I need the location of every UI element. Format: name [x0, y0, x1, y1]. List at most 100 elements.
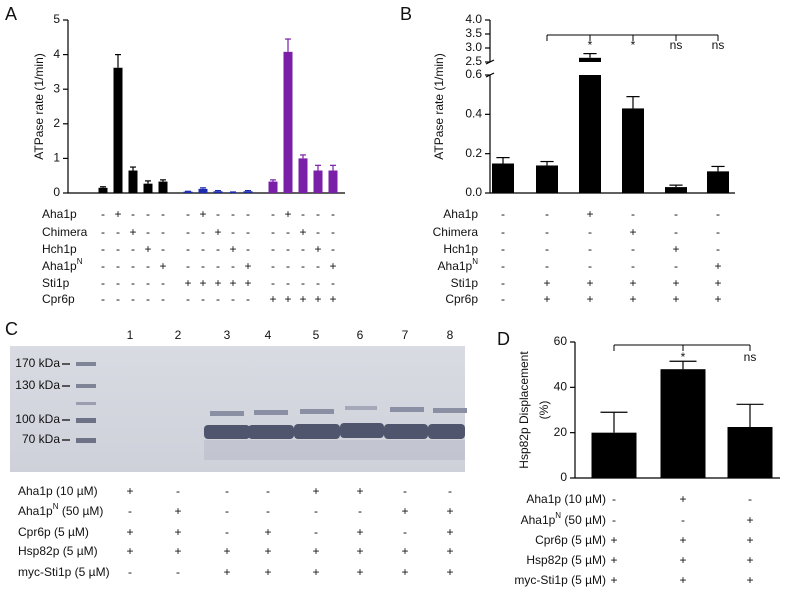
condition-mark: +	[299, 225, 306, 239]
condition-mark: -	[716, 242, 720, 256]
condition-mark: +	[401, 565, 408, 579]
condition-mark: -	[271, 276, 275, 290]
condition-mark: -	[186, 259, 190, 273]
condition-label: myc-Sti1p (5 µM)	[514, 573, 606, 587]
condition-mark: -	[161, 292, 165, 306]
significance: ns	[712, 38, 725, 52]
condition-mark: -	[545, 225, 549, 239]
bar	[622, 108, 644, 193]
condition-mark: -	[266, 504, 270, 518]
condition-name: Cpr6p (5 µM)	[535, 533, 606, 547]
condition-mark: -	[331, 276, 335, 290]
panel-letter: D	[497, 329, 510, 349]
y-tick-label: 2.5	[465, 54, 482, 68]
condition-mark: -	[161, 207, 165, 221]
marker-label: 70 kDa	[22, 432, 60, 446]
condition-mark: -	[588, 259, 592, 273]
condition-mark: -	[101, 276, 105, 290]
condition-mark: -	[286, 242, 290, 256]
condition-mark: +	[401, 544, 408, 558]
condition-mark: -	[286, 276, 290, 290]
bar-upper	[579, 57, 601, 62]
significance: *	[631, 38, 636, 52]
condition-mark: -	[748, 492, 752, 506]
condition-mark: +	[714, 276, 721, 290]
condition-mark: +	[629, 292, 636, 306]
condition-mark: -	[588, 225, 592, 239]
condition-mark: -	[201, 225, 205, 239]
condition-label: Chimera	[42, 225, 88, 239]
condition-mark: -	[501, 207, 505, 221]
bar	[183, 191, 193, 193]
lane-number: 5	[313, 328, 320, 342]
condition-mark: -	[186, 225, 190, 239]
condition-mark: -	[545, 242, 549, 256]
condition-mark: +	[174, 544, 181, 558]
condition-name: Hsp82p (5 µM)	[526, 553, 606, 567]
condition-mark: +	[714, 292, 721, 306]
condition-mark: +	[312, 484, 319, 498]
bar	[313, 170, 323, 193]
condition-mark: -	[216, 207, 220, 221]
bar	[283, 51, 293, 193]
lane-number: 7	[402, 328, 409, 342]
condition-mark: -	[716, 225, 720, 239]
condition-label: Sti1p	[42, 276, 70, 290]
condition-mark: -	[246, 242, 250, 256]
condition-label: Hsp82p (5 µM)	[526, 553, 606, 567]
condition-mark: -	[674, 207, 678, 221]
condition-mark: +	[299, 292, 306, 306]
condition-mark: +	[214, 276, 221, 290]
bar	[143, 183, 153, 193]
condition-mark: -	[301, 242, 305, 256]
condition-name: Aha1p	[521, 513, 556, 527]
condition-mark: -	[231, 259, 235, 273]
condition-mark: -	[101, 242, 105, 256]
y-axis-title: Hsp82p Displacement	[517, 351, 531, 469]
condition-name: myc-Sti1p (5 µM)	[514, 573, 606, 587]
condition-mark: -	[225, 504, 229, 518]
y-tick-label: 40	[554, 380, 568, 394]
bar	[536, 165, 558, 193]
condition-name: Aha1p	[42, 259, 77, 273]
condition-mark: +	[610, 533, 617, 547]
condition-name: Cpr6p	[42, 292, 75, 306]
condition-mark: -	[331, 242, 335, 256]
condition-mark: -	[201, 292, 205, 306]
bar	[268, 181, 278, 193]
condition-mark: -	[314, 525, 318, 539]
condition-mark: +	[129, 225, 136, 239]
superscript: N	[53, 502, 59, 511]
condition-mark: +	[629, 276, 636, 290]
condition-name: Aha1p	[42, 207, 77, 221]
condition-mark: -	[131, 259, 135, 273]
lane-number: 3	[224, 328, 231, 342]
condition-mark: +	[269, 292, 276, 306]
condition-name: Aha1p	[18, 504, 53, 518]
condition-mark: +	[329, 259, 336, 273]
panel-letter: A	[5, 4, 17, 24]
condition-mark: -	[631, 242, 635, 256]
condition-mark: -	[231, 207, 235, 221]
condition-mark: +	[543, 276, 550, 290]
panel-letter: B	[400, 4, 412, 24]
lane-number: 8	[447, 328, 454, 342]
condition-mark: +	[672, 292, 679, 306]
condition-mark: +	[329, 292, 336, 306]
condition-mark: -	[116, 276, 120, 290]
condition-mark: +	[126, 544, 133, 558]
gel-image	[10, 346, 467, 472]
condition-label: Cpr6p	[445, 292, 478, 306]
superscript: N	[77, 257, 83, 266]
condition-label: Aha1p (10 µM)	[526, 492, 606, 506]
lane-number: 1	[127, 328, 134, 342]
condition-mark: -	[681, 513, 685, 527]
condition-mark: -	[501, 259, 505, 273]
condition-mark: -	[146, 292, 150, 306]
condition-mark: +	[586, 276, 593, 290]
condition-mark: +	[199, 276, 206, 290]
condition-name: Cpr6p	[445, 292, 478, 306]
condition-name: Cpr6p (5 µM)	[18, 525, 89, 539]
y-tick-label: 60	[554, 334, 568, 348]
condition-mark: -	[403, 484, 407, 498]
